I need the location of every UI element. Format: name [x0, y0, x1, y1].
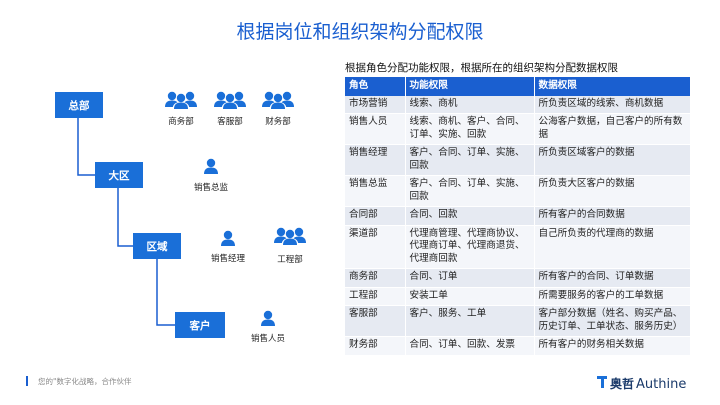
table-row: 销售人员 线索、商机、客户、合同、订单、实施、回款 公海客户数据，自己客户的所有数据 [345, 113, 691, 145]
table-row: 合同部 合同、回款 所有客户的合同数据 [345, 206, 691, 226]
table-cell: 渠道部 [345, 225, 406, 269]
table-cell: 财务部 [345, 336, 406, 356]
role-label: 工程部 [277, 254, 303, 265]
logo-mark [597, 376, 607, 379]
table-cell: 商务部 [345, 268, 406, 288]
role-label: 销售经理 [211, 253, 246, 264]
org-node: 区域 [147, 240, 168, 253]
role-label: 财务部 [265, 116, 291, 127]
table-cell: 客户、服务、工单 [405, 305, 535, 337]
table-cell: 销售人员 [345, 113, 406, 145]
org-node: 客户 [189, 319, 211, 332]
table-cell: 合同、回款 [405, 206, 535, 226]
table-cell: 所负责大区客户的数据 [534, 175, 691, 207]
table-cell: 所负责区域的线索、商机数据 [534, 95, 691, 114]
org-node: 大区 [109, 169, 130, 182]
table-cell: 市场营销 [345, 95, 406, 114]
table-cell: 客户、合同、订单、实施、回款 [405, 144, 535, 176]
table-row: 工程部 安装工单 所需要服务的客户的工单数据 [345, 287, 691, 306]
table-cell: 自己所负责的代理商的数据 [534, 225, 691, 269]
role-label: 客服部 [217, 116, 243, 127]
table-cell: 工程部 [345, 287, 406, 306]
table-cell: 线索、商机 [405, 95, 535, 114]
table-cell: 所有客户的财务相关数据 [534, 336, 691, 356]
table-cell: 线索、商机、客户、合同、订单、实施、回款 [405, 113, 535, 145]
table-cell: 客户、合同、订单、实施、回款 [405, 175, 535, 207]
table-cell: 客户部分数据（姓名、购买产品、历史订单、工单状态、服务历史） [534, 305, 691, 337]
table-cell: 合同、订单 [405, 268, 535, 288]
table-cell: 销售经理 [345, 144, 406, 176]
role-label: 销售人员 [251, 333, 285, 344]
table-cell: 所有客户的合同、订单数据 [534, 268, 691, 288]
org-nodes: 总部 大区 区域 客户 [55, 92, 225, 338]
header-row: 角色 功能权限 数据权限 [345, 77, 691, 96]
header-cell: 数据权限 [534, 77, 691, 96]
table-row: 商务部 合同、订单 所有客户的合同、订单数据 [345, 268, 691, 288]
table-cell: 合同、订单、回款、发票 [405, 336, 535, 356]
table-cell: 客服部 [345, 305, 406, 337]
table-cell: 所负责区域客户的数据 [534, 144, 691, 176]
header-cell: 功能权限 [405, 77, 535, 96]
permission-table-block: 根据角色分配功能权限，根据所在的组织架构分配数据权限 角色 功能权限 数据权限 市场… [345, 60, 691, 356]
header-cell: 角色 [345, 77, 406, 96]
table-cell: 安装工单 [405, 287, 535, 306]
slide-title: 根据岗位和组织架构分配权限 [236, 21, 483, 43]
footer-bar [26, 376, 28, 386]
table-body: 市场营销 线索、商机 所负责区域的线索、商机数据 销售人员 线索、商机、客户、合同、订单… [345, 95, 691, 356]
table-caption: 根据角色分配功能权限，根据所在的组织架构分配数据权限 [345, 62, 618, 74]
table-row: 渠道部 代理商管理、代理商协议、代理商订单、代理商退货、代理商回款 自己所负责的代理… [345, 225, 691, 269]
table-row: 财务部 合同、订单、回款、发票 所有客户的财务相关数据 [345, 336, 691, 356]
table-row: 销售总监 客户、合同、订单、实施、回款 所负责大区客户的数据 [345, 175, 691, 207]
table-row: 客服部 客户、服务、工单 客户部分数据（姓名、购买产品、历史订单、工单状态、服务历史… [345, 305, 691, 337]
logo-en: Authine [636, 377, 686, 392]
connectors [77, 118, 175, 326]
table-cell: 销售总监 [345, 175, 406, 207]
permission-table: 角色 功能权限 数据权限 市场营销 线索、商机 所负责区域的线索、商机数据 销售人员 线索、… [345, 77, 691, 356]
logo-mark [601, 379, 604, 388]
role-label: 销售总监 [194, 182, 229, 193]
role-label: 商务部 [168, 116, 194, 127]
table-row: 市场营销 线索、商机 所负责区域的线索、商机数据 [345, 95, 691, 114]
table-row: 销售经理 客户、合同、订单、实施、回款 所负责区域客户的数据 [345, 144, 691, 176]
table-cell: 代理商管理、代理商协议、代理商订单、代理商退货、代理商回款 [405, 225, 535, 269]
table-cell: 所有客户的合同数据 [534, 206, 691, 226]
footer-slogan: 您的"数字化战略，合作伙伴 [38, 376, 132, 386]
logo-cn: 奥哲 [610, 376, 634, 391]
org-node: 总部 [69, 99, 90, 112]
table-cell: 所需要服务的客户的工单数据 [534, 287, 691, 306]
table-cell: 合同部 [345, 206, 406, 226]
table-cell: 公海客户数据，自己客户的所有数据 [534, 113, 691, 145]
